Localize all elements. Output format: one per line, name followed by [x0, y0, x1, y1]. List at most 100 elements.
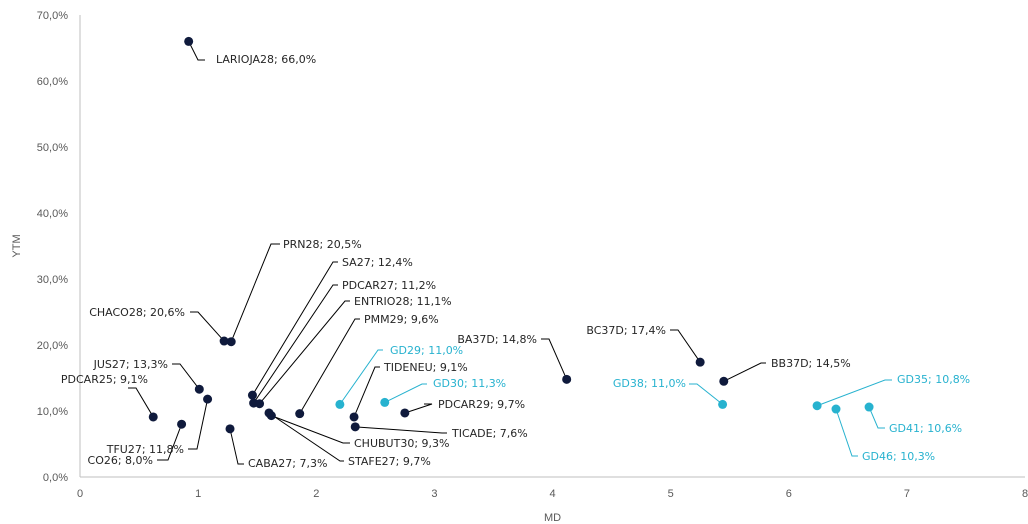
data-point — [350, 422, 360, 432]
leader-line — [816, 379, 892, 407]
leader-line — [404, 403, 433, 414]
leader-line — [188, 41, 205, 61]
x-tick-label: 4 — [549, 488, 555, 500]
x-tick-label: 6 — [786, 488, 792, 500]
data-point — [695, 357, 705, 367]
data-point — [718, 399, 728, 409]
leader-line — [230, 243, 280, 342]
data-point — [219, 336, 229, 346]
y-tick-label: 30,0% — [37, 274, 68, 286]
x-tick-label: 3 — [431, 488, 437, 500]
x-tick-label: 7 — [904, 488, 910, 500]
leader-line — [868, 406, 885, 429]
data-point — [203, 394, 213, 404]
data-label: SA27; 12,4% — [342, 256, 413, 269]
y-tick-labels: 0,0% 10,0% 20,0% 30,0% 40,0% 50,0% 60,0% 70,0% — [37, 10, 68, 484]
leader-line — [252, 261, 338, 396]
data-point — [255, 399, 265, 409]
data-point — [864, 402, 874, 412]
data-labels: LARIOJA28; 66,0% PRN28; 20,5% CHACO28; 20,… — [61, 53, 970, 470]
data-label: GD29; 11,0% — [390, 344, 463, 357]
y-tick-label: 50,0% — [37, 142, 68, 154]
leader-line — [271, 415, 350, 444]
data-point — [562, 374, 572, 384]
data-point — [812, 401, 822, 411]
leader-line — [128, 387, 154, 418]
data-point — [295, 409, 305, 419]
leader-line — [253, 284, 338, 404]
leader-line — [172, 363, 200, 390]
leader-line — [259, 300, 350, 405]
data-point — [349, 412, 359, 422]
x-tick-label: 0 — [77, 488, 83, 500]
data-label: CHACO28; 20,6% — [89, 306, 185, 319]
data-label: BB37D; 14,5% — [771, 357, 851, 370]
data-label: GD46; 10,3% — [862, 450, 935, 463]
y-tick-label: 20,0% — [37, 340, 68, 352]
data-label: JUS27; 13,3% — [93, 358, 168, 371]
y-tick-label: 60,0% — [37, 76, 68, 88]
data-points — [148, 36, 874, 434]
data-point — [177, 419, 187, 429]
x-tick-label: 2 — [313, 488, 319, 500]
leader-line — [689, 383, 723, 405]
data-label: STAFE27; 9,7% — [348, 455, 431, 468]
data-label: CO26; 8,0% — [88, 454, 153, 467]
leader-line — [835, 408, 858, 457]
data-label: TIDENEU; 9,1% — [383, 361, 468, 374]
leader-line — [339, 349, 383, 405]
data-label: PMM29; 9,6% — [364, 313, 439, 326]
y-tick-label: 40,0% — [37, 208, 68, 220]
leader-line — [384, 383, 427, 403]
x-axis-title: MD — [544, 512, 561, 524]
data-label: CHUBUT30; 9,3% — [354, 437, 449, 450]
leader-line — [229, 428, 244, 465]
data-point — [380, 397, 390, 407]
leader-line — [157, 424, 183, 461]
data-label: TFU27; 11,8% — [106, 443, 184, 456]
data-label: GD38; 11,0% — [613, 377, 686, 390]
data-point — [226, 337, 236, 347]
x-tick-label: 5 — [668, 488, 674, 500]
data-point — [831, 404, 841, 414]
leader-line — [190, 311, 225, 342]
leader-line — [355, 426, 447, 434]
data-label: GD35; 10,8% — [897, 373, 970, 386]
leader-line — [353, 366, 380, 418]
data-point — [148, 412, 158, 422]
data-label: CABA27; 7,3% — [248, 457, 327, 470]
data-label: BA37D; 14,8% — [457, 333, 537, 346]
leader-line — [541, 338, 568, 380]
data-label: LARIOJA28; 66,0% — [216, 53, 316, 66]
y-tick-label: 0,0% — [43, 472, 68, 484]
x-tick-label: 8 — [1022, 488, 1028, 500]
data-label: BC37D; 17,4% — [586, 324, 666, 337]
data-point — [194, 384, 204, 394]
data-point — [400, 408, 410, 418]
data-point — [247, 390, 257, 400]
y-axis-title: YTM — [11, 234, 23, 257]
axes — [79, 15, 1025, 478]
leader-line — [268, 412, 344, 462]
leader-line — [723, 362, 766, 382]
data-label: GD30; 11,3% — [433, 377, 506, 390]
x-tick-label: 1 — [195, 488, 201, 500]
y-tick-label: 70,0% — [37, 10, 68, 22]
data-point — [719, 376, 729, 386]
data-label: PDCAR25; 9,1% — [61, 373, 148, 386]
x-tick-labels: 0 1 2 3 4 5 6 7 8 — [77, 488, 1028, 500]
data-label: TICADE; 7,6% — [451, 427, 528, 440]
data-label: PDCAR27; 11,2% — [342, 279, 436, 292]
y-tick-label: 10,0% — [37, 406, 68, 418]
data-label: GD41; 10,6% — [889, 422, 962, 435]
data-point — [335, 399, 345, 409]
data-point — [264, 408, 274, 418]
leader-lines — [128, 41, 892, 465]
data-point — [225, 424, 235, 434]
data-point — [184, 36, 194, 46]
leader-line — [188, 399, 209, 450]
data-label: PRN28; 20,5% — [283, 238, 362, 251]
leader-line — [299, 318, 360, 414]
leader-line — [670, 329, 701, 363]
